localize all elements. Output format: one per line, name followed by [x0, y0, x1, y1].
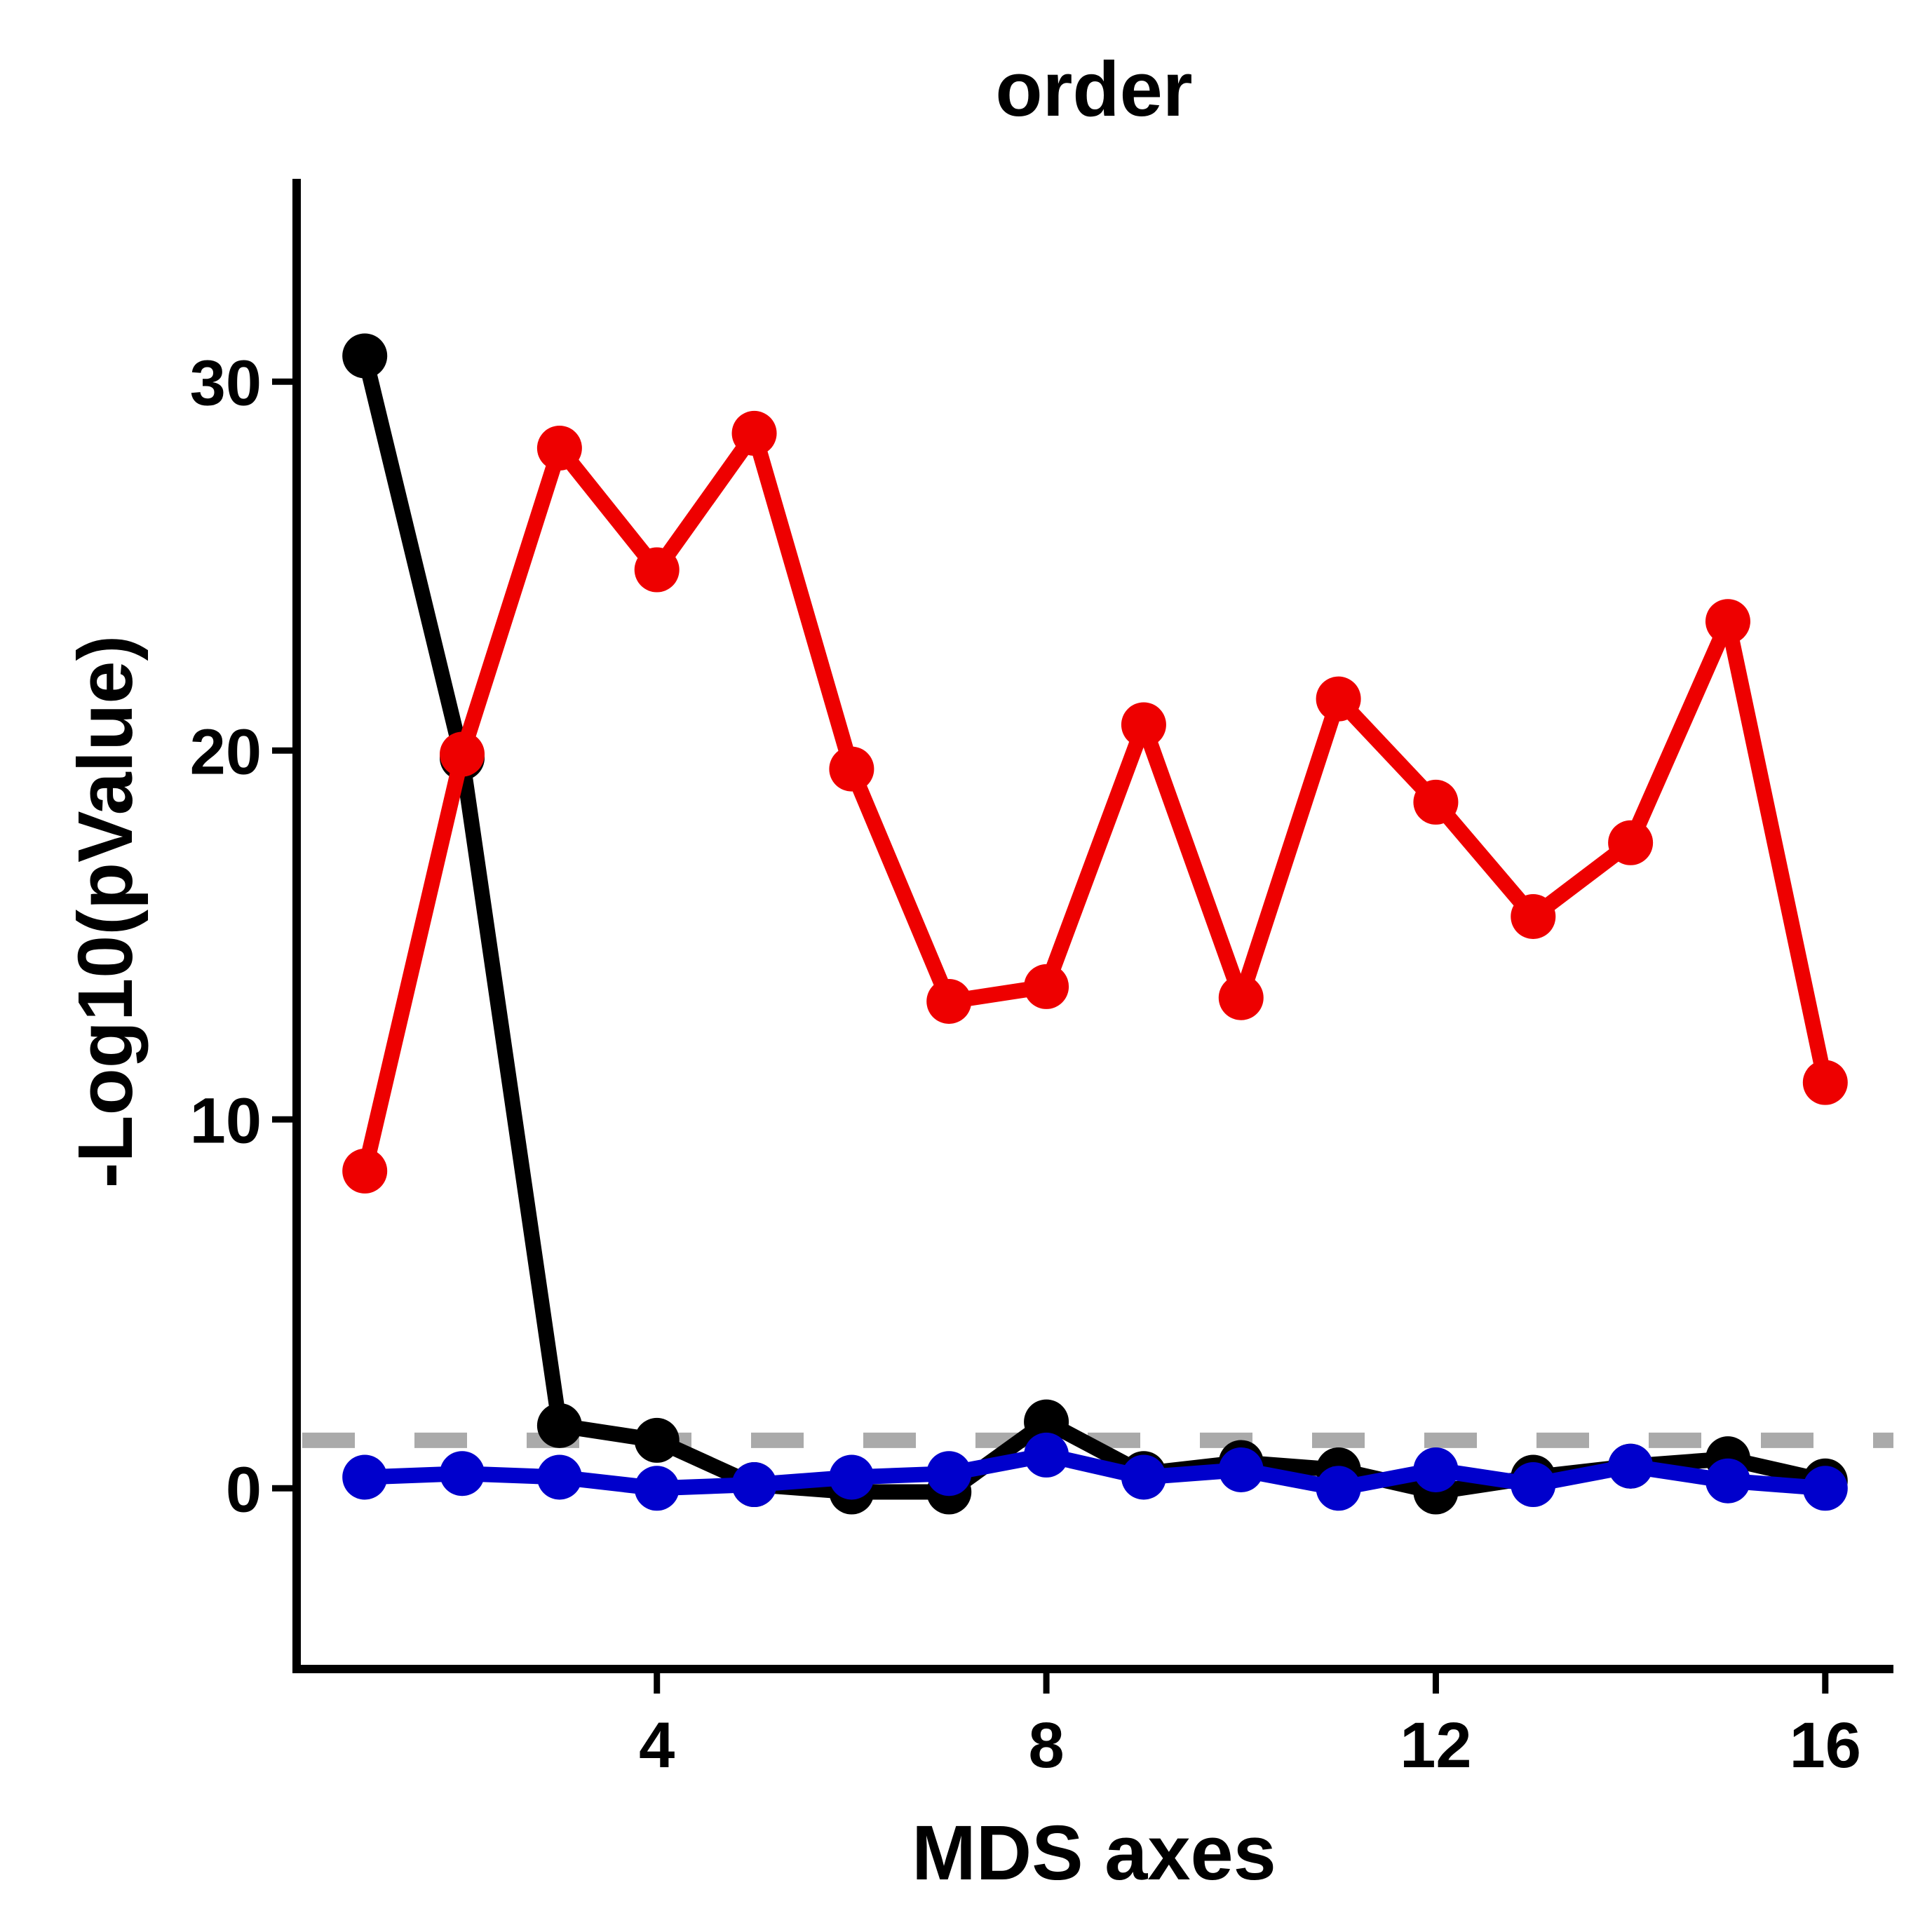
x-tick-label: 16 [1790, 1710, 1861, 1781]
series-2-point [440, 731, 485, 777]
series-3-point [440, 1451, 485, 1497]
y-tick-label: 0 [226, 1454, 262, 1525]
series-3-point [342, 1454, 388, 1500]
series-3-point [926, 1451, 972, 1497]
series-3-point [1705, 1458, 1750, 1504]
y-tick-label: 20 [190, 716, 262, 788]
x-tick-label: 12 [1400, 1710, 1471, 1781]
series-3-point [1218, 1447, 1264, 1492]
series-3-point [1608, 1443, 1654, 1489]
x-axis-title: MDS axes [912, 1810, 1276, 1896]
series-3-point [1511, 1462, 1556, 1508]
series-3-point [634, 1466, 680, 1511]
y-tick-label: 10 [190, 1085, 262, 1156]
series-2-point [1316, 676, 1361, 722]
series-3-point [1802, 1466, 1848, 1511]
series-3-point [1121, 1454, 1166, 1500]
series-3-point [1316, 1466, 1361, 1511]
series-2-line [357, 425, 1833, 1179]
series-2-point [1218, 975, 1264, 1020]
series-1-line [357, 348, 1833, 1500]
series-2-point [926, 978, 972, 1024]
series-3-line [357, 1447, 1833, 1497]
x-tick-label: 4 [639, 1710, 675, 1781]
series-2-point [1024, 964, 1069, 1009]
series-2-point [829, 746, 874, 792]
series-2-point [731, 410, 777, 456]
series-1-point [1024, 1399, 1069, 1445]
series-1-point [634, 1417, 680, 1463]
series-3-point [536, 1454, 582, 1500]
series-2-point [1413, 779, 1459, 825]
series-2-point [1511, 893, 1556, 939]
y-axis-title: -Log10(pValue) [62, 635, 149, 1188]
series-1-point [342, 333, 388, 379]
x-tick-label: 8 [1028, 1710, 1064, 1781]
series-2-point [1608, 820, 1654, 865]
series-2-point [634, 547, 680, 593]
series-2-point [342, 1148, 388, 1194]
series-3-point [829, 1454, 874, 1500]
series-2-point [536, 425, 582, 471]
plot-area: 0 10 20 30 4 8 12 16 [190, 179, 1893, 1781]
series-3-point [1413, 1447, 1459, 1492]
chart-title: order [995, 46, 1192, 133]
series-2-point [1705, 599, 1750, 644]
series-2-point [1121, 702, 1166, 748]
series-3-point [1024, 1432, 1069, 1478]
y-tick-label: 30 [190, 347, 262, 419]
series-3-point [731, 1462, 777, 1508]
series-2-point [1802, 1060, 1848, 1105]
series-1-point [536, 1403, 582, 1448]
